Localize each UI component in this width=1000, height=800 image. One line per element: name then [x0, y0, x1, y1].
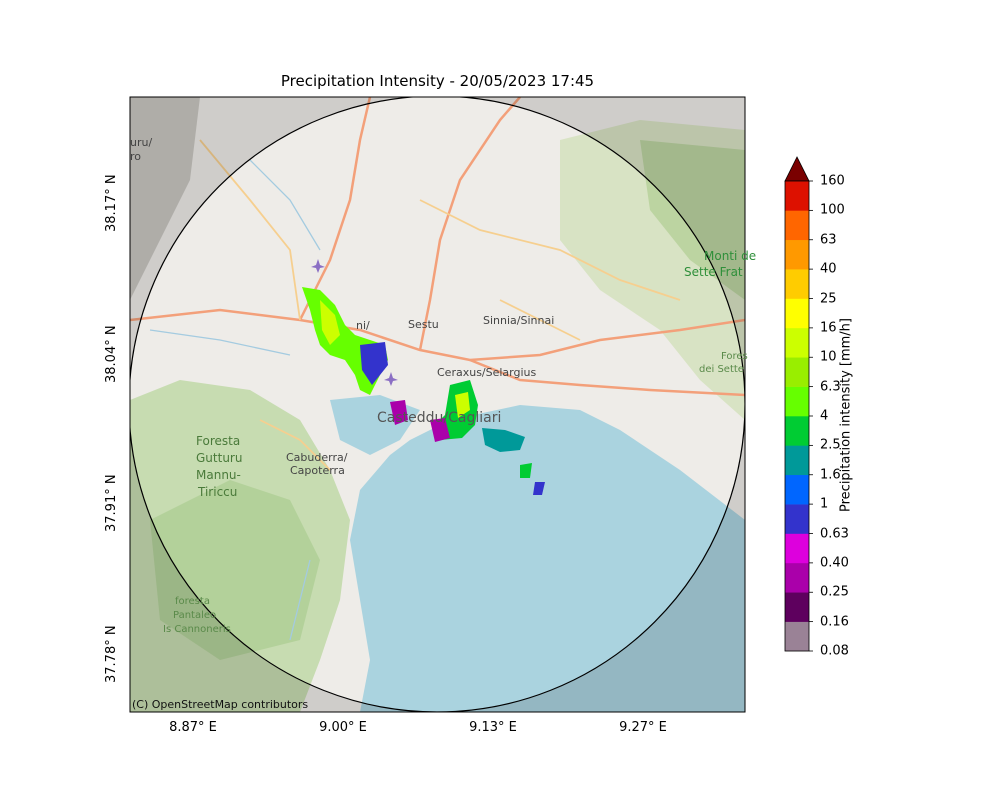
colorbar-tick-label: 10: [820, 349, 837, 365]
label-cerasus: Ceraxus/Selargius: [437, 366, 537, 379]
colorbar-tick-label: 0.08: [820, 643, 849, 659]
label-fores-east-1: Fores: [721, 351, 748, 362]
label-foresta-2: Gutturu: [196, 451, 242, 465]
colorbar-tick-label: 1.6: [820, 467, 841, 483]
echo-edge-cagliari: [430, 418, 450, 442]
echo-core-north: [320, 300, 340, 345]
colorbar-tick-label: 160: [820, 173, 845, 189]
hills-northwest: [130, 97, 200, 300]
colorbar-swatch: [785, 298, 809, 329]
airport-icons: [311, 259, 398, 386]
forest-west-inner: [150, 480, 320, 660]
label-cabuderra: Cabuderra/: [286, 451, 348, 464]
label-ur: uru/: [130, 136, 152, 149]
label-monti-2: Sette Frat: [684, 265, 743, 279]
echo-cell-south: [533, 482, 545, 495]
sea: [350, 405, 745, 712]
colorbar-swatch: [785, 239, 809, 270]
colorbar-tick-label: 0.40: [820, 555, 849, 571]
colorbar-swatch: [785, 474, 809, 505]
colorbar-tick-label: 16: [820, 320, 837, 336]
precipitation-echoes: [302, 287, 545, 495]
label-capoterra: Capoterra: [290, 464, 345, 477]
y-tick-label: 37.91° N: [104, 474, 119, 532]
x-tick-label: 9.13° E: [469, 720, 517, 735]
x-tick-label: 9.27° E: [619, 720, 667, 735]
colorbar-swatch: [785, 327, 809, 358]
label-ro: ro: [130, 150, 141, 163]
colorbar-tick-label: 25: [820, 291, 837, 306]
secondary-roads: [199, 139, 681, 471]
colorbar-swatch: [785, 269, 809, 299]
colorbar-tick-label: 6.3: [820, 379, 841, 395]
colorbar-swatch: [785, 504, 809, 534]
label-cagliari: Casteddu/Cagliari: [377, 410, 501, 426]
colorbar-tick-label: 40: [820, 261, 837, 277]
colorbar-swatch: [785, 210, 809, 241]
x-tick-label: 9.00° E: [319, 720, 367, 735]
map-attribution: (C) OpenStreetMap contributors: [132, 698, 309, 711]
y-tick-label: 38.04° N: [104, 325, 119, 383]
colorbar-swatch: [785, 357, 809, 387]
colorbar-swatch: [785, 181, 809, 211]
colorbar-tick-label: 4: [820, 408, 829, 424]
outside-radar-range: [130, 97, 745, 712]
colorbar-tick-label: 2.5: [820, 437, 841, 453]
echo-cell-west: [390, 400, 408, 425]
colorbar-swatch: [785, 592, 809, 622]
label-foresta-4: Tiriccu: [197, 485, 237, 499]
echo-core-cagliari: [455, 392, 470, 418]
colorbar-tick-label: 0.25: [820, 584, 849, 600]
y-tick-label: 37.78° N: [104, 625, 119, 683]
label-monti-1: Monti de: [704, 249, 756, 263]
label-foresta-3: Mannu-: [196, 468, 241, 482]
echo-cell-east: [482, 428, 525, 452]
airplane-icon: [311, 259, 325, 273]
label-forest-small-2: Pantaleo: [173, 610, 216, 621]
place-labels: Sestu Sinnia/Sinnai Ceraxus/Selargius Ca…: [130, 136, 756, 635]
colorbar-tick-label: 0.63: [820, 526, 849, 541]
echo-edge-north: [360, 342, 388, 385]
colorbar-tick-label: 1: [820, 496, 829, 512]
major-roads: [130, 97, 745, 397]
rivers: [149, 159, 321, 641]
colorbar-swatch: [785, 416, 809, 446]
colorbar-title: Precipitation intensity [mm/h]: [838, 318, 854, 512]
colorbar-tick-label: 100: [820, 202, 845, 218]
colorbar-swatch: [785, 533, 809, 564]
label-elmas: ni/: [356, 319, 370, 332]
colorbar-swatch: [785, 562, 809, 593]
label-sinnia: Sinnia/Sinnai: [483, 314, 554, 327]
airplane-icon: [384, 372, 398, 386]
colorbar-swatch: [785, 386, 809, 417]
colorbar-swatch: [785, 445, 809, 476]
colorbar-tick-label: 63: [820, 232, 837, 248]
label-foresta-1: Foresta: [196, 434, 240, 448]
colorbar: [784, 156, 813, 652]
echo-cell-southeast: [520, 463, 532, 478]
y-tick-label: 38.17° N: [104, 174, 119, 232]
label-forest-small-1: foresta: [175, 596, 210, 607]
colorbar-swatch: [785, 621, 809, 652]
x-tick-label: 8.87° E: [169, 720, 217, 735]
colorbar-tick-label: 0.16: [820, 614, 849, 630]
label-sestu: Sestu: [408, 318, 439, 331]
plot-frame: [129, 96, 746, 713]
label-fores-east-2: dei Sette: [699, 364, 744, 375]
colorbar-extend-arrow: [784, 156, 810, 182]
chart-title: Precipitation Intensity - 20/05/2023 17:…: [280, 72, 595, 90]
forest-northeast: [640, 140, 745, 300]
label-forest-small-3: Is Cannoneris: [163, 624, 231, 635]
